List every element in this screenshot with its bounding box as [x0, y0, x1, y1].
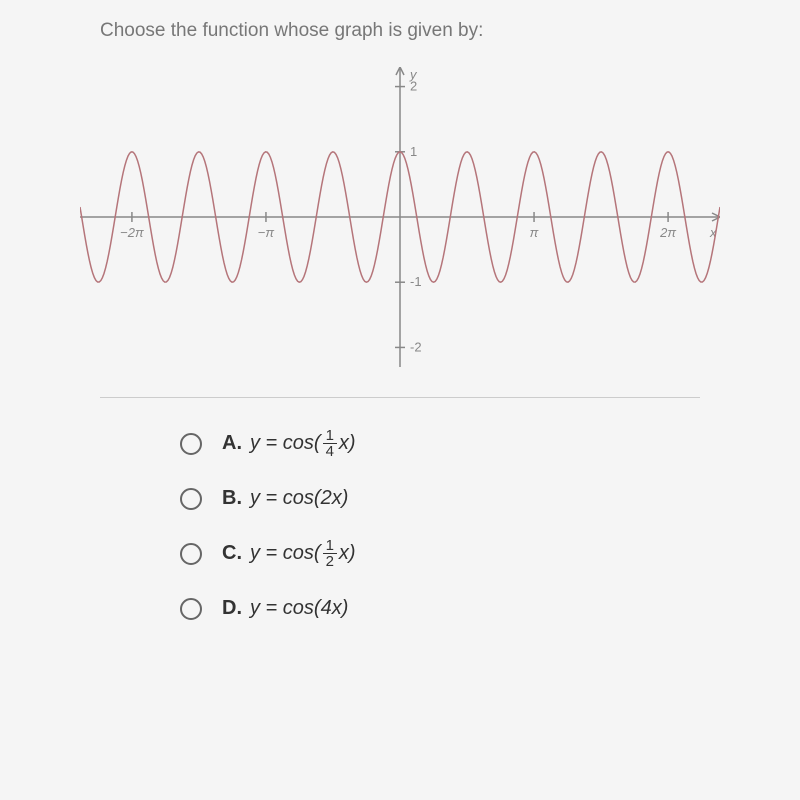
option-c[interactable]: C. y = cos( 1 2 x): [180, 538, 760, 569]
option-formula: y = cos(4x): [250, 597, 348, 620]
svg-text:-2: -2: [410, 339, 422, 354]
option-formula: y = cos( 1 4 x): [250, 428, 356, 459]
svg-text:1: 1: [410, 144, 417, 159]
radio-b[interactable]: [180, 488, 202, 510]
option-letter: B.: [222, 487, 242, 510]
option-formula: y = cos( 1 2 x): [250, 538, 356, 569]
svg-text:π: π: [530, 225, 539, 240]
option-letter: A.: [222, 432, 242, 455]
question-prompt: Choose the function whose graph is given…: [100, 20, 760, 42]
svg-text:−2π: −2π: [120, 225, 144, 240]
option-a[interactable]: A. y = cos( 1 4 x): [180, 428, 760, 459]
option-letter: D.: [222, 597, 242, 620]
option-formula: y = cos(2x): [250, 487, 348, 510]
divider: [100, 397, 700, 398]
svg-text:−π: −π: [258, 225, 275, 240]
radio-a[interactable]: [180, 433, 202, 455]
option-b[interactable]: B. y = cos(2x): [180, 487, 760, 510]
radio-d[interactable]: [180, 598, 202, 620]
option-d[interactable]: D. y = cos(4x): [180, 597, 760, 620]
answer-options: A. y = cos( 1 4 x) B. y = cos(2x) C. y =…: [180, 428, 760, 620]
svg-text:2π: 2π: [659, 225, 676, 240]
radio-c[interactable]: [180, 543, 202, 565]
svg-text:-1: -1: [410, 274, 422, 289]
function-graph: −2π−ππ2π-2-112xy: [80, 67, 720, 367]
option-letter: C.: [222, 542, 242, 565]
